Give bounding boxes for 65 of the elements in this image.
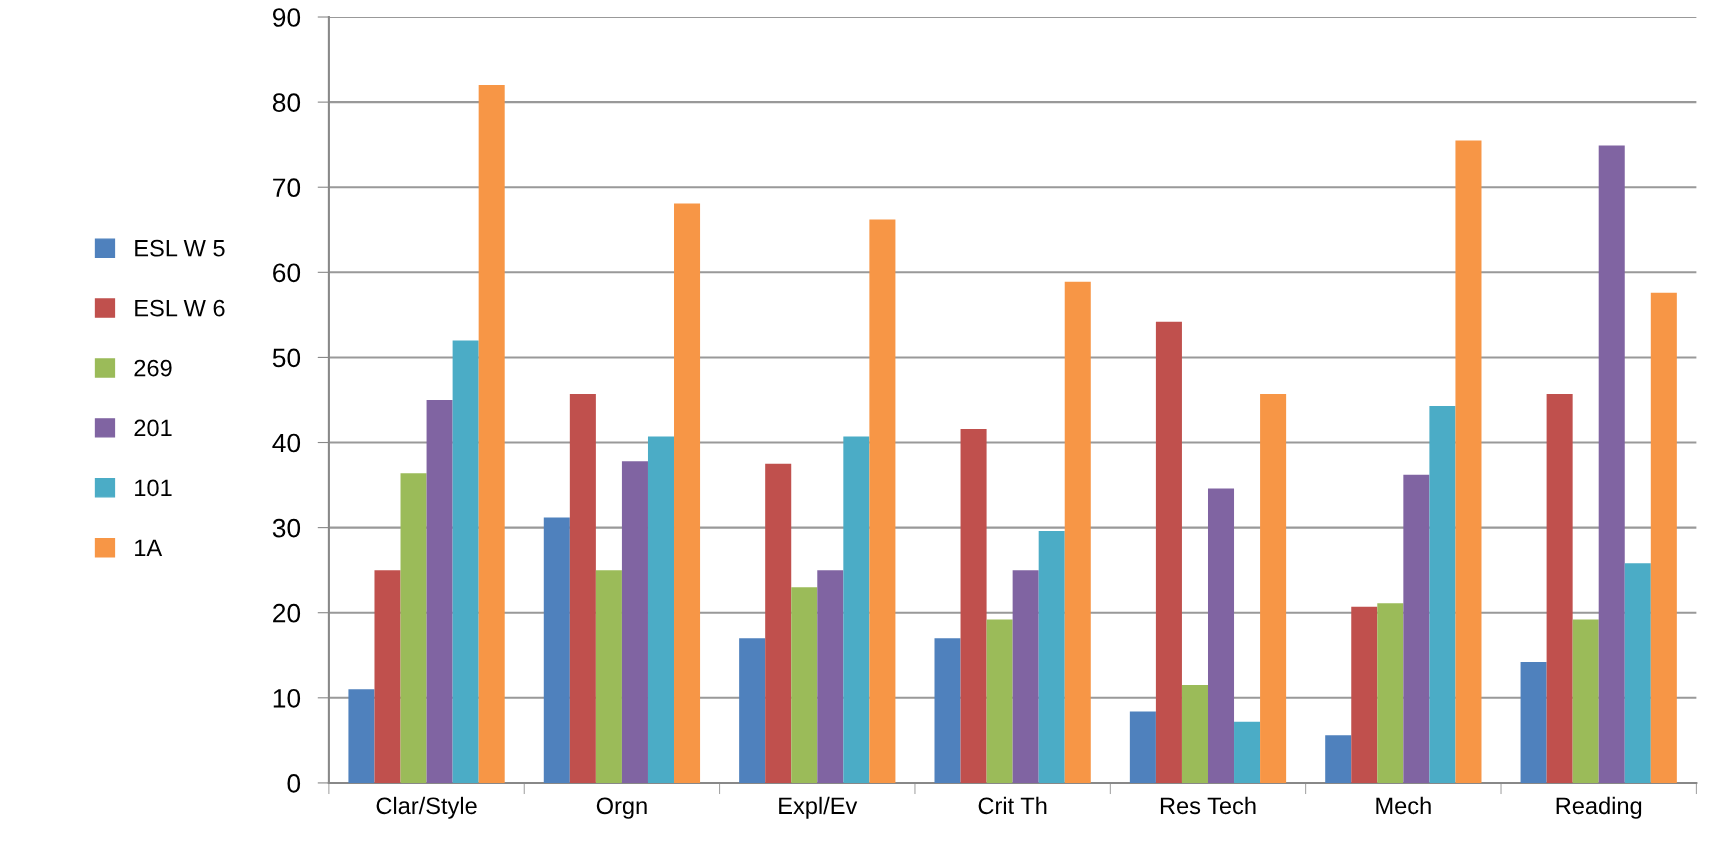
bar bbox=[1351, 606, 1378, 783]
y-tick-label: 30 bbox=[272, 518, 301, 538]
bar bbox=[1377, 603, 1404, 783]
bar bbox=[1234, 721, 1261, 783]
bar bbox=[1260, 394, 1287, 783]
bar bbox=[374, 570, 401, 783]
x-tick-label: Clar/Style bbox=[376, 796, 477, 819]
bar bbox=[569, 394, 596, 783]
y-tick-label: 60 bbox=[273, 263, 301, 283]
bar bbox=[1064, 281, 1091, 783]
legend-label: 1A bbox=[135, 539, 163, 556]
bar bbox=[1325, 735, 1352, 783]
x-tick-label: Crit Th bbox=[978, 796, 1047, 815]
bar bbox=[986, 619, 1013, 783]
x-tick-label: Expl/Ev bbox=[779, 796, 858, 819]
legend-label: 201 bbox=[134, 419, 172, 437]
bar bbox=[869, 219, 896, 783]
bar bbox=[478, 85, 505, 783]
bar bbox=[791, 587, 818, 783]
y-tick-label: 10 bbox=[273, 688, 301, 708]
bar bbox=[452, 340, 479, 783]
bar bbox=[1650, 292, 1677, 783]
x-tick-label: Mech bbox=[1376, 796, 1431, 815]
legend-label: ESL W 6 bbox=[135, 299, 225, 317]
bar bbox=[621, 461, 648, 783]
bar bbox=[739, 638, 766, 783]
x-tick-label: Reading bbox=[1556, 796, 1642, 819]
y-tick-label: 50 bbox=[272, 348, 301, 368]
y-tick-label: 20 bbox=[273, 603, 301, 623]
legend-label: ESL W 5 bbox=[135, 239, 225, 257]
bar bbox=[647, 436, 675, 783]
bar bbox=[1403, 474, 1430, 783]
bar bbox=[543, 517, 570, 783]
bar bbox=[765, 463, 792, 783]
y-tick-label: 90 bbox=[273, 8, 301, 27]
y-tick-label: 80 bbox=[272, 93, 301, 112]
legend-label: 269 bbox=[134, 359, 172, 377]
bar bbox=[1155, 321, 1182, 783]
bar bbox=[934, 638, 961, 783]
bar bbox=[1207, 488, 1235, 783]
y-tick-label: 70 bbox=[273, 178, 301, 198]
bar bbox=[817, 570, 844, 783]
bar bbox=[843, 436, 870, 783]
y-tick-label: 0 bbox=[287, 774, 301, 793]
x-tick-label: Orgn bbox=[596, 797, 647, 819]
bar bbox=[1455, 140, 1482, 783]
x-tick-label: Res Tech bbox=[1160, 796, 1256, 815]
bar bbox=[400, 473, 427, 783]
bar bbox=[1181, 685, 1208, 783]
bar bbox=[595, 570, 622, 783]
bar bbox=[674, 203, 701, 783]
bar bbox=[1624, 563, 1651, 783]
y-tick-label: 40 bbox=[272, 433, 301, 453]
bar bbox=[1520, 662, 1547, 783]
bar bbox=[1038, 531, 1065, 783]
bar bbox=[1598, 145, 1625, 783]
bar bbox=[426, 399, 453, 783]
bar bbox=[1129, 711, 1156, 783]
bar bbox=[1546, 394, 1573, 783]
bar bbox=[960, 428, 987, 783]
bar bbox=[1012, 570, 1039, 783]
bar bbox=[1429, 405, 1456, 783]
legend-label: 101 bbox=[135, 479, 172, 497]
bar bbox=[348, 689, 375, 783]
bar bbox=[1572, 619, 1599, 783]
